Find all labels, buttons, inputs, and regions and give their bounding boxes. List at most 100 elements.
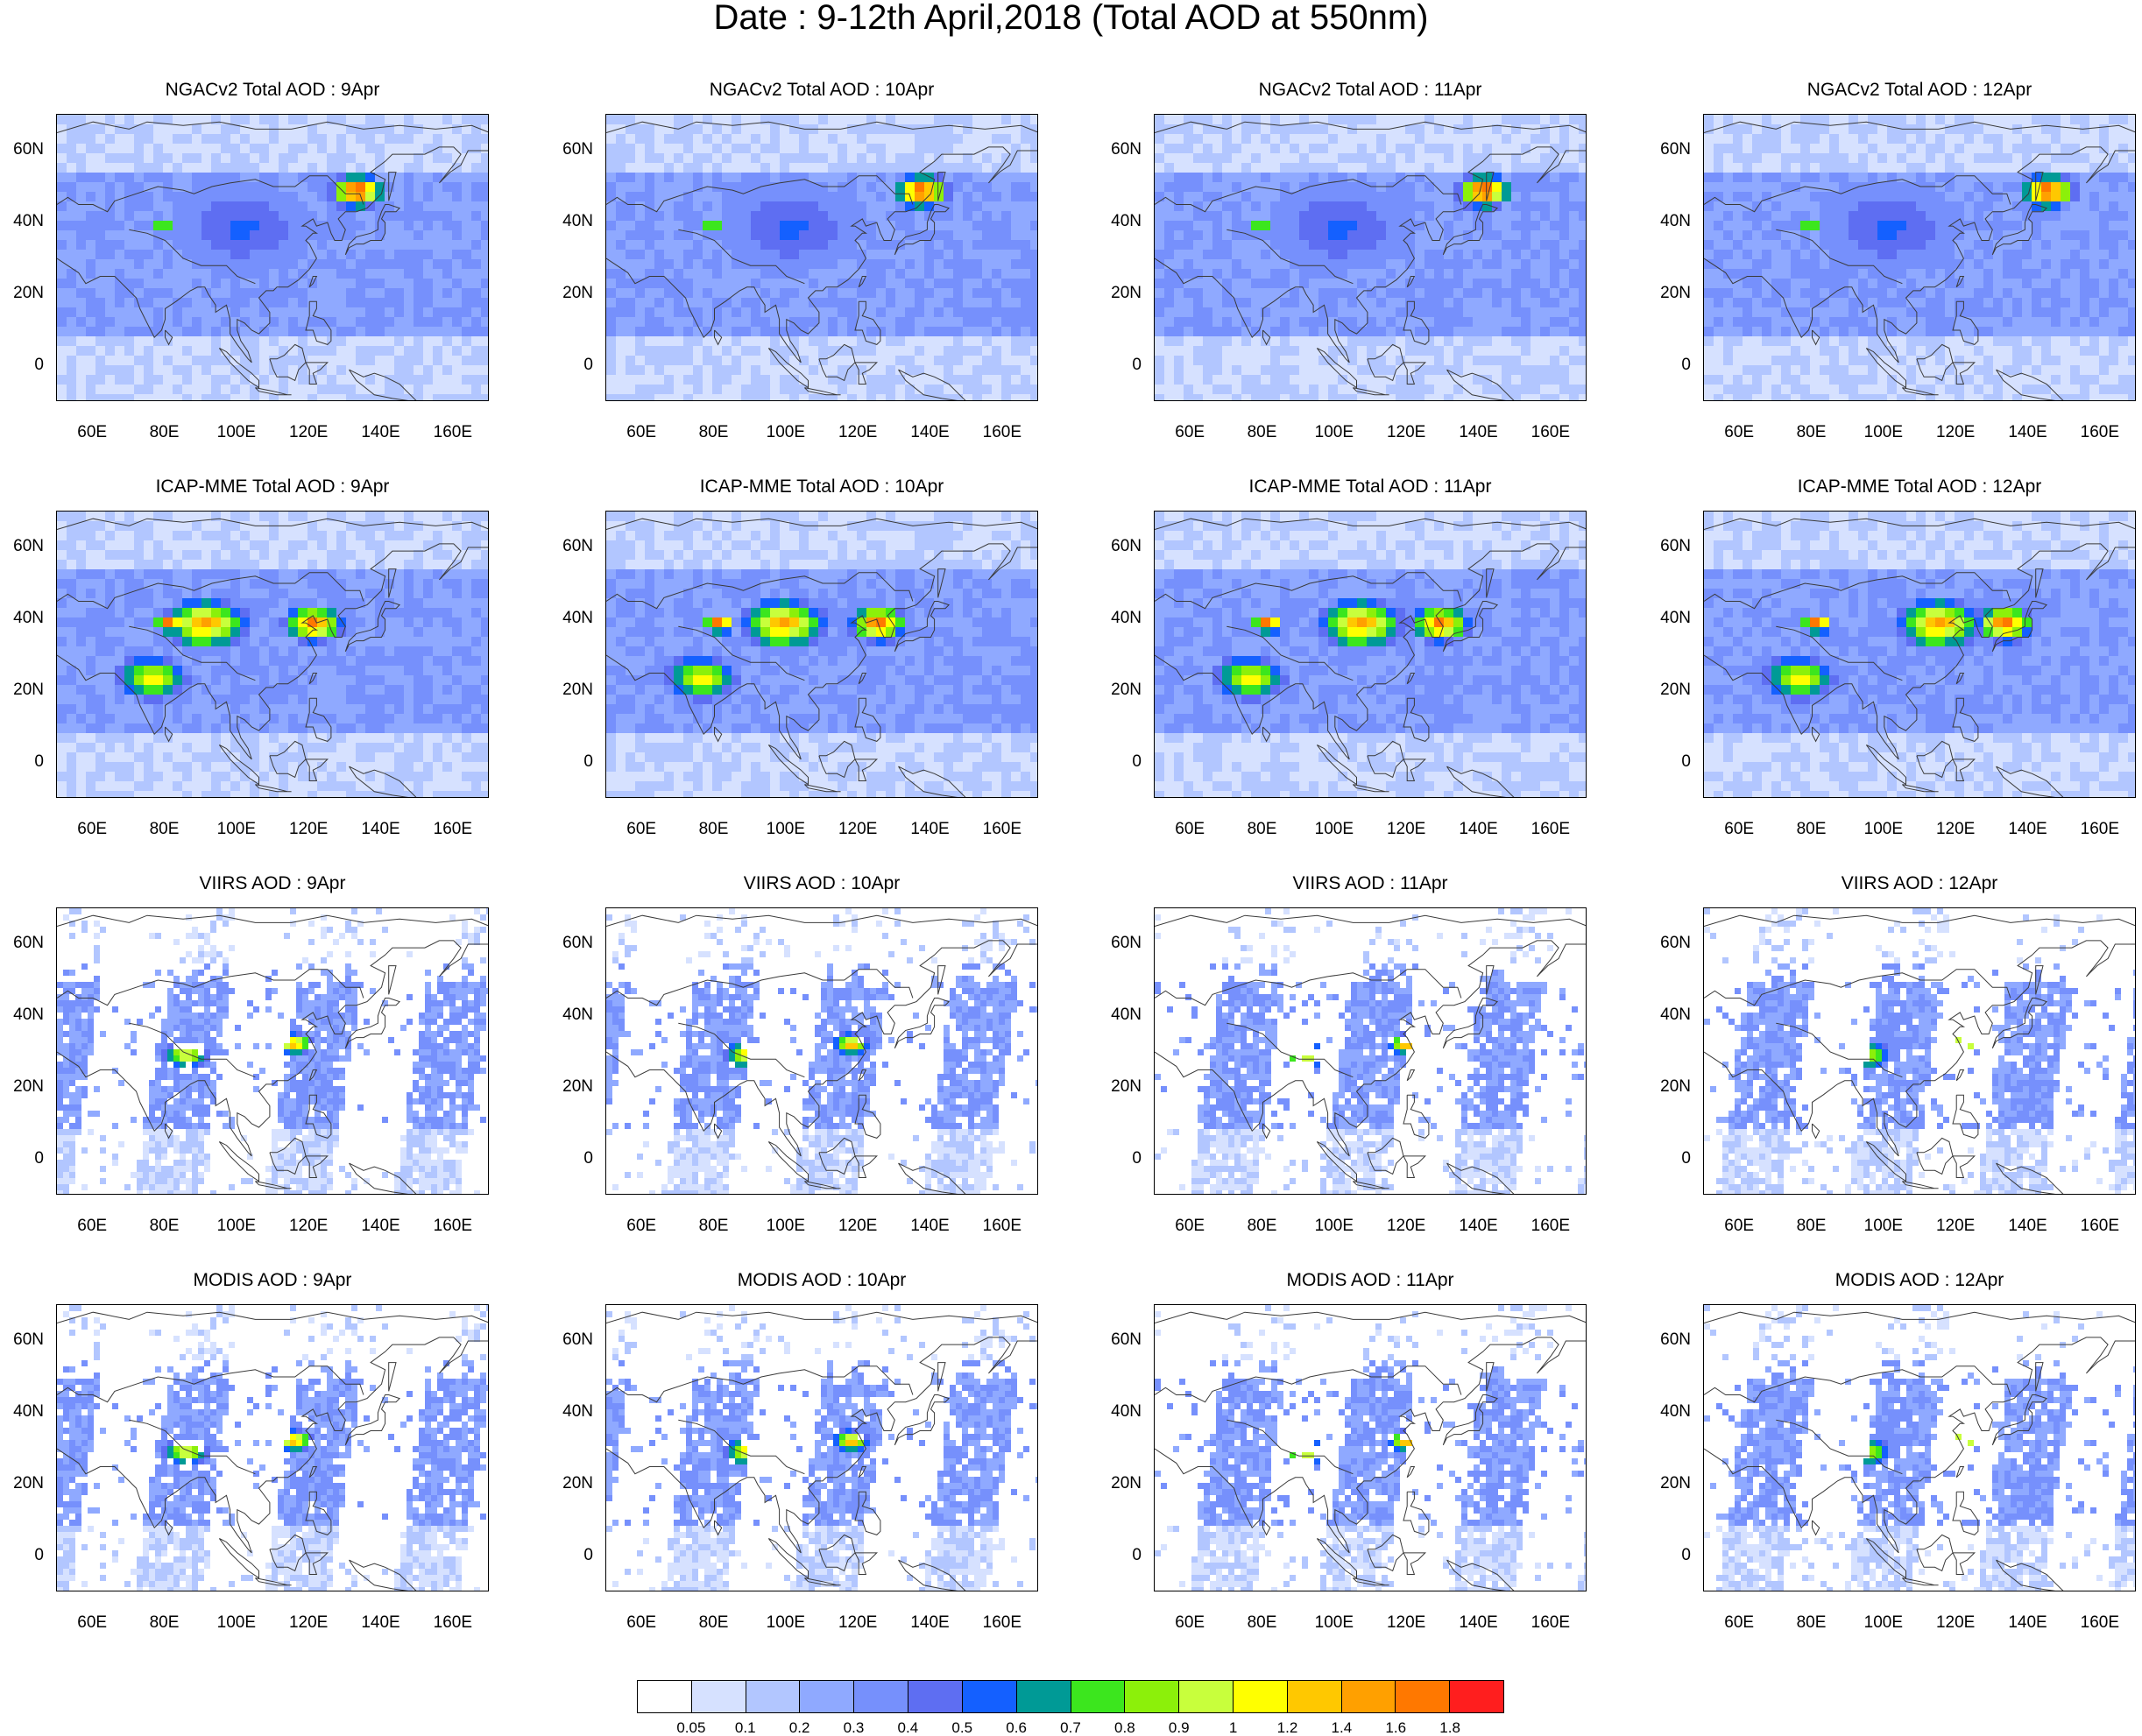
lat-tick-label: 20N <box>4 1078 44 1096</box>
lat-tick-label: 40N <box>4 1403 44 1421</box>
lon-tick-label: 60E <box>1163 821 1216 838</box>
aod-map <box>606 115 1038 401</box>
lon-tick-label: 140E <box>2002 424 2054 441</box>
aod-map <box>1704 908 2136 1195</box>
lon-tick-label: 60E <box>615 821 668 838</box>
map-frame <box>1154 114 1587 401</box>
lon-tick-label: 60E <box>1713 821 1765 838</box>
lon-tick-label: 60E <box>1163 1217 1216 1235</box>
lon-tick-label: 160E <box>976 821 1029 838</box>
lat-tick-label: 40N <box>1651 1403 1691 1421</box>
lon-tick-label: 100E <box>210 1614 263 1632</box>
lon-tick-label: 80E <box>1236 821 1289 838</box>
map-frame <box>1154 1304 1587 1591</box>
colorbar-swatch <box>908 1681 963 1712</box>
lat-tick-label: 20N <box>1101 1078 1142 1096</box>
lon-tick-label: 80E <box>138 1614 191 1632</box>
colorbar-swatch <box>1125 1681 1179 1712</box>
lon-tick-label: 100E <box>210 1217 263 1235</box>
aod-map <box>1704 1305 2136 1591</box>
lon-tick-label: 120E <box>282 1217 335 1235</box>
coastline <box>1155 1312 1587 1323</box>
lon-tick-label: 80E <box>1785 424 1838 441</box>
map-frame <box>605 114 1038 401</box>
lat-tick-label: 40N <box>4 1006 44 1024</box>
colorbar-label: 1 <box>1207 1722 1260 1734</box>
lon-tick-label: 140E <box>904 424 957 441</box>
lon-tick-label: 160E <box>1524 821 1577 838</box>
lon-tick-label: 80E <box>138 821 191 838</box>
lat-tick-label: 0 <box>1651 753 1691 771</box>
coastline <box>1953 1492 1978 1535</box>
lon-tick-label: 160E <box>2074 1614 2126 1632</box>
colorbar-label: 1.4 <box>1315 1722 1368 1734</box>
lat-tick-label: 0 <box>553 753 593 771</box>
colorbar-swatch <box>1179 1681 1234 1712</box>
aod-map <box>1155 512 1587 798</box>
lat-tick-label: 20N <box>1101 1475 1142 1493</box>
lon-tick-label: 160E <box>427 1217 479 1235</box>
lat-tick-label: 40N <box>553 1006 593 1024</box>
aod-field <box>1155 908 1587 1195</box>
lon-tick-label: 100E <box>1308 821 1361 838</box>
lon-tick-label: 120E <box>1380 424 1432 441</box>
colorbar-label: 0.4 <box>881 1722 934 1734</box>
lat-tick-label: 60N <box>1651 538 1691 555</box>
aod-field <box>1704 115 2136 401</box>
coastline <box>389 1363 396 1392</box>
lon-tick-label: 140E <box>1453 821 1505 838</box>
lat-tick-label: 60N <box>553 141 593 159</box>
lat-tick-label: 60N <box>4 935 44 952</box>
aod-field <box>606 512 1038 798</box>
aod-map <box>606 512 1038 798</box>
lon-tick-label: 120E <box>831 821 884 838</box>
panel-title: ICAP-MME Total AOD : 12Apr <box>1703 476 2136 498</box>
lon-tick-label: 120E <box>831 1614 884 1632</box>
panel-title: MODIS AOD : 11Apr <box>1154 1269 1587 1292</box>
lon-tick-label: 120E <box>1929 424 1982 441</box>
aod-map <box>1704 115 2136 401</box>
panel-title: VIIRS AOD : 10Apr <box>605 872 1038 895</box>
lat-tick-label: 20N <box>553 1475 593 1493</box>
aod-field <box>1704 512 2136 798</box>
lat-tick-label: 40N <box>1101 610 1142 627</box>
colorbar-swatch <box>1342 1681 1396 1712</box>
lat-tick-label: 0 <box>1651 356 1691 374</box>
aod-map <box>1155 1305 1587 1591</box>
lat-tick-label: 20N <box>4 285 44 302</box>
lon-tick-label: 100E <box>760 424 812 441</box>
lon-tick-label: 160E <box>2074 424 2126 441</box>
lon-tick-label: 160E <box>976 1614 1029 1632</box>
lat-tick-label: 0 <box>4 356 44 374</box>
lon-tick-label: 80E <box>1236 424 1289 441</box>
lon-tick-label: 80E <box>688 1614 740 1632</box>
lon-tick-label: 100E <box>210 821 263 838</box>
colorbar-swatch <box>963 1681 1017 1712</box>
colorbar-swatch <box>638 1681 692 1712</box>
lon-tick-label: 60E <box>1713 1217 1765 1235</box>
lon-tick-label: 160E <box>2074 1217 2126 1235</box>
lat-tick-label: 40N <box>553 213 593 230</box>
colorbar-swatch <box>746 1681 801 1712</box>
lat-tick-label: 40N <box>553 1403 593 1421</box>
coastline <box>1403 1156 1425 1178</box>
lat-tick-label: 0 <box>1101 1547 1142 1564</box>
lon-tick-label: 80E <box>1785 1614 1838 1632</box>
lat-tick-label: 60N <box>1651 935 1691 952</box>
panel-title: NGACv2 Total AOD : 9Apr <box>56 79 489 102</box>
map-frame <box>605 1304 1038 1591</box>
lon-tick-label: 60E <box>615 1217 668 1235</box>
lon-tick-label: 160E <box>1524 1217 1577 1235</box>
panel-title: MODIS AOD : 9Apr <box>56 1269 489 1292</box>
panel-title: VIIRS AOD : 11Apr <box>1154 872 1587 895</box>
lon-tick-label: 100E <box>1857 821 1910 838</box>
aod-map <box>57 115 489 401</box>
aod-colorbar <box>637 1680 1504 1713</box>
lon-tick-label: 100E <box>210 424 263 441</box>
lat-tick-label: 20N <box>4 1475 44 1493</box>
